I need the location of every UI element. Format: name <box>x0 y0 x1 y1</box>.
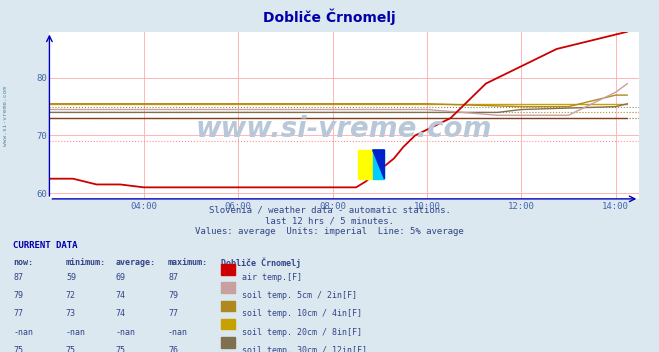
Text: Dobliče Črnomelj: Dobliče Črnomelj <box>221 258 301 268</box>
Text: -nan: -nan <box>13 328 33 337</box>
Text: 76: 76 <box>168 346 178 352</box>
Text: 72: 72 <box>66 291 76 300</box>
Text: air temp.[F]: air temp.[F] <box>242 273 302 282</box>
Text: last 12 hrs / 5 minutes.: last 12 hrs / 5 minutes. <box>265 216 394 226</box>
Text: soil temp. 5cm / 2in[F]: soil temp. 5cm / 2in[F] <box>242 291 357 300</box>
Text: Dobliče Črnomelj: Dobliče Črnomelj <box>263 9 396 25</box>
Text: 59: 59 <box>66 273 76 282</box>
Text: now:: now: <box>13 258 33 267</box>
Text: 77: 77 <box>13 309 23 319</box>
Bar <box>358 150 372 179</box>
Text: www.si-vreme.com: www.si-vreme.com <box>196 115 492 143</box>
Text: 73: 73 <box>66 309 76 319</box>
Text: 75: 75 <box>13 346 23 352</box>
Text: soil temp. 20cm / 8in[F]: soil temp. 20cm / 8in[F] <box>242 328 362 337</box>
Text: 87: 87 <box>13 273 23 282</box>
Text: -nan: -nan <box>115 328 135 337</box>
Polygon shape <box>372 150 384 179</box>
Text: -nan: -nan <box>168 328 188 337</box>
Text: 74: 74 <box>115 309 125 319</box>
Text: CURRENT DATA: CURRENT DATA <box>13 241 78 250</box>
Text: 87: 87 <box>168 273 178 282</box>
Text: 74: 74 <box>115 291 125 300</box>
Text: 79: 79 <box>13 291 23 300</box>
Text: Values: average  Units: imperial  Line: 5% average: Values: average Units: imperial Line: 5%… <box>195 227 464 236</box>
Text: soil temp. 10cm / 4in[F]: soil temp. 10cm / 4in[F] <box>242 309 362 319</box>
Bar <box>372 150 384 179</box>
Text: minimum:: minimum: <box>66 258 106 267</box>
Text: 79: 79 <box>168 291 178 300</box>
Text: average:: average: <box>115 258 156 267</box>
Text: 75: 75 <box>66 346 76 352</box>
Text: soil temp. 30cm / 12in[F]: soil temp. 30cm / 12in[F] <box>242 346 367 352</box>
Text: 75: 75 <box>115 346 125 352</box>
Text: Slovenia / weather data - automatic stations.: Slovenia / weather data - automatic stat… <box>208 206 451 215</box>
Text: 69: 69 <box>115 273 125 282</box>
Text: maximum:: maximum: <box>168 258 208 267</box>
Text: www.si-vreme.com: www.si-vreme.com <box>3 86 8 146</box>
Text: -nan: -nan <box>66 328 86 337</box>
Text: 77: 77 <box>168 309 178 319</box>
